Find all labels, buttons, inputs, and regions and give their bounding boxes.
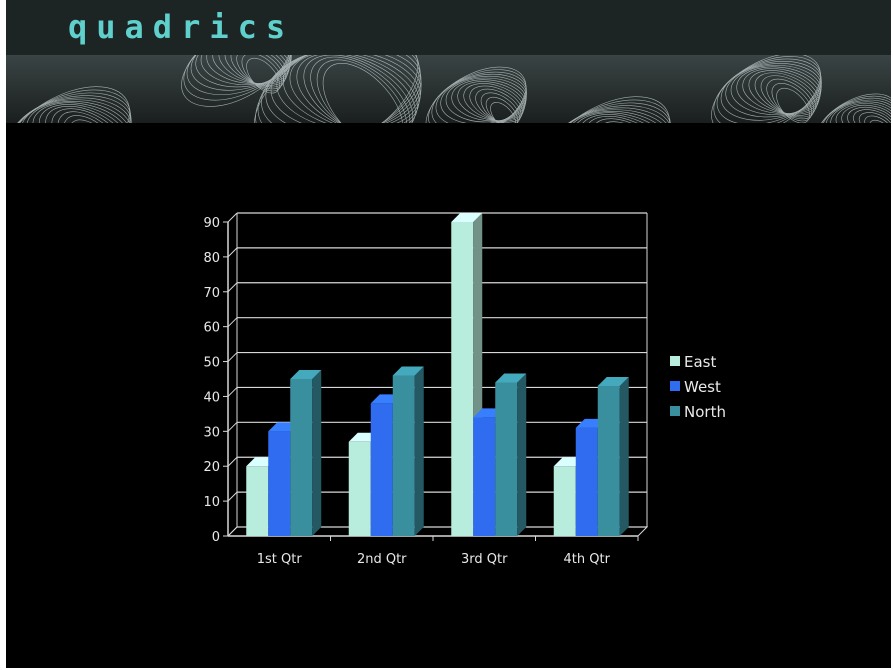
bar-north-4: [597, 376, 629, 536]
legend-label-north: North: [684, 403, 726, 421]
bar-north-3: [495, 373, 527, 536]
gridline-floor-link: [227, 282, 238, 293]
legend-swatch-east: [670, 356, 680, 366]
bar-front: [575, 427, 598, 536]
gridline-floor-link: [227, 212, 238, 223]
bar-front: [370, 403, 393, 536]
y-tick-label: 70: [203, 286, 220, 301]
bar-front: [290, 379, 313, 536]
bar-side: [312, 370, 322, 536]
y-tick-label: 10: [203, 495, 220, 510]
bar-chart: 0 10 20 30 40 50 60 70 80 90 1st Qtr 2nd Qtr 3rd Qtr…: [203, 212, 726, 567]
bar-top: [290, 370, 322, 379]
gridline-floor-link: [227, 317, 238, 328]
legend-label-east: East: [684, 353, 716, 371]
bar-front: [495, 382, 518, 536]
gridline-floor-link: [227, 247, 238, 258]
y-tick-label: 60: [203, 321, 220, 336]
bar-front: [268, 431, 291, 536]
bar-top: [392, 366, 424, 376]
y-tick-label: 80: [203, 251, 220, 266]
x-tick-label: 2nd Qtr: [357, 552, 407, 567]
y-tick-label: 30: [203, 425, 220, 440]
bar-front: [246, 466, 269, 536]
bar-front: [473, 417, 496, 536]
slide: quadrics 0 10 20 30 40 50 60 70 80 90 1st Qtr 2nd Q…: [6, 0, 891, 668]
decorative-banner: [6, 55, 891, 123]
bar-side: [414, 366, 424, 536]
title-bar: quadrics: [6, 0, 891, 55]
bar-top: [597, 376, 629, 386]
bar-top: [495, 373, 527, 383]
y-tick-label: 90: [203, 216, 220, 231]
legend-label-west: West: [684, 378, 721, 396]
y-tick-label: 50: [203, 356, 220, 371]
x-tick-label: 4th Qtr: [564, 552, 611, 567]
slide-title: quadrics: [68, 8, 295, 46]
legend-swatch-north: [670, 406, 680, 416]
gridline-floor-link: [227, 352, 238, 362]
bar-front: [553, 466, 576, 536]
y-tick-label: 20: [203, 460, 220, 475]
gridline-floor-link: [227, 421, 238, 432]
bar-top: [451, 213, 483, 222]
y-tick-label: 0: [212, 530, 220, 545]
y-tick-label: 40: [203, 390, 220, 405]
x-tick-label: 3rd Qtr: [461, 552, 508, 567]
bar-front: [451, 222, 474, 536]
x-tick-label: 1st Qtr: [257, 552, 303, 567]
bar-side: [517, 373, 527, 536]
legend-swatch-west: [670, 381, 680, 391]
bar-north-2: [392, 366, 424, 536]
gridline-floor-link: [227, 456, 238, 467]
gridline-floor-link: [227, 491, 238, 502]
bar-north-1: [290, 370, 322, 536]
bar-side: [619, 376, 629, 536]
bar-front: [597, 385, 620, 536]
bar-front: [392, 375, 415, 536]
gridline-floor-link: [227, 387, 238, 397]
bar-front: [348, 441, 371, 536]
